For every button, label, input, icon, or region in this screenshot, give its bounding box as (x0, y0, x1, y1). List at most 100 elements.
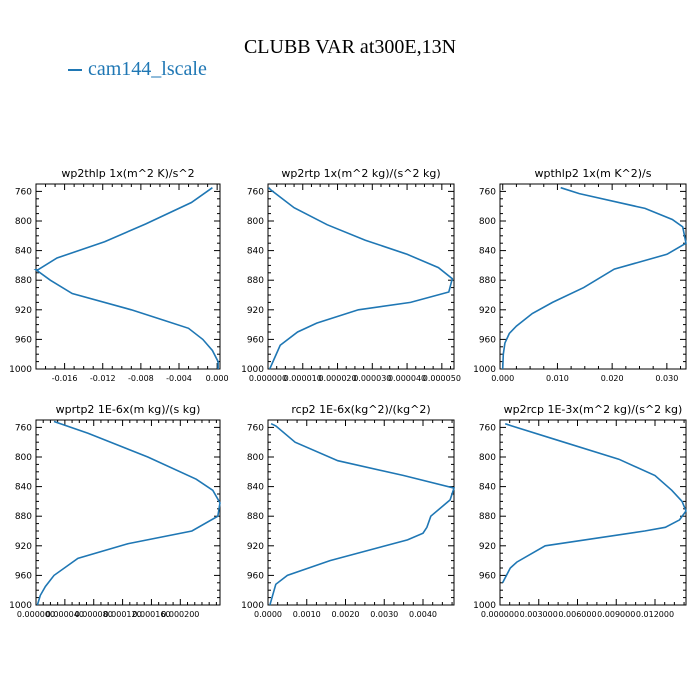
y-tick-label: 840 (15, 483, 32, 493)
plot-frame (35, 183, 221, 370)
x-tick-label: 0.003000 (520, 610, 558, 619)
y-tick-label: 800 (479, 217, 496, 227)
panel-title: wp2rtp 1x(m^2 kg)/(s^2 kg) (281, 167, 440, 180)
y-tick-label: 840 (479, 483, 496, 493)
y-tick-label: 800 (247, 217, 264, 227)
y-tick-label: 920 (15, 542, 32, 552)
panel-2: wp2rtp 1x(m^2 kg)/(s^2 kg) 760 800 840 880 92… (241, 167, 461, 383)
x-tick-label: 0.000200 (161, 610, 199, 619)
y-tick-label: 800 (15, 217, 32, 227)
y-tick-label: 1000 (473, 601, 496, 611)
y-tick-label: 1000 (241, 365, 264, 375)
series-line (501, 422, 687, 584)
x-tick-label: 0.0010 (293, 610, 321, 619)
y-tick-label: 760 (247, 187, 264, 197)
y-tick-label: 920 (247, 542, 264, 552)
y-tick-label: 920 (15, 306, 32, 316)
series-line (269, 422, 456, 606)
y-tick-label: 800 (479, 453, 496, 463)
x-tick-label: 0.006000 (558, 610, 596, 619)
panel-title: rcp2 1E-6x(kg^2)/(kg^2) (291, 403, 430, 416)
x-tick-label: 0.012000 (636, 610, 674, 619)
y-tick-label: 760 (479, 187, 496, 197)
panel-6: wp2rcp 1E-3x(m^2 kg)/(s^2 kg) 760 800 840 88… (473, 403, 687, 619)
legend: cam144_lscale (68, 58, 207, 81)
figure-title: CLUBB VAR at300E,13N (243, 36, 457, 58)
x-tick-label: 0.000040 (388, 374, 426, 383)
y-tick-label: 800 (15, 453, 32, 463)
x-tick-label: 0.000160 (132, 610, 170, 619)
panel-title: wp2thlp 1x(m^2 K)/s^2 (61, 167, 194, 180)
x-tick-label: 0.000020 (318, 374, 356, 383)
plot-frame (267, 419, 455, 606)
series-line (33, 187, 219, 369)
x-tick-label: -0.008 (128, 374, 154, 383)
y-tick-label: 920 (479, 306, 496, 316)
y-tick-label: 880 (15, 276, 32, 286)
y-tick-label: 760 (15, 187, 32, 197)
y-tick-label: 880 (247, 512, 264, 522)
y-tick-label: 920 (247, 306, 264, 316)
x-tick-label: 0.000030 (353, 374, 391, 383)
legend-line-icon (68, 69, 82, 72)
y-tick-label: 960 (15, 571, 32, 581)
x-tick-label: 0.000000 (481, 610, 519, 619)
x-tick-label: 0.000050 (423, 374, 461, 383)
y-tick-label: 880 (15, 512, 32, 522)
x-tick-label: 0.0000 (254, 610, 282, 619)
x-tick-label: -0.016 (52, 374, 78, 383)
x-tick-label: 0.000010 (284, 374, 322, 383)
y-tick-label: 1000 (9, 601, 32, 611)
y-tick-label: 840 (247, 247, 264, 257)
series-line (268, 187, 454, 370)
plot-frame (499, 183, 687, 370)
x-tick-label: 0.030 (655, 374, 678, 383)
plot-frame (35, 419, 221, 606)
x-tick-label: 0.020 (601, 374, 624, 383)
panel-4: wprtp2 1E-6x(m kg)/(s kg) 760 800 840 880 920… (9, 403, 221, 619)
y-tick-label: 960 (247, 571, 264, 581)
panel-title: wp2rcp 1E-3x(m^2 kg)/(s^2 kg) (504, 403, 683, 416)
y-tick-label: 1000 (473, 365, 496, 375)
x-tick-label: 0.000 (491, 374, 514, 383)
y-tick-label: 920 (479, 542, 496, 552)
legend-label: cam144_lscale (88, 58, 207, 80)
y-tick-label: 840 (15, 247, 32, 257)
y-tick-label: 760 (247, 423, 264, 433)
panel-5: rcp2 1E-6x(kg^2)/(kg^2) 760 800 840 880 920 96… (241, 403, 456, 619)
y-tick-label: 840 (247, 483, 264, 493)
panel-title: wprtp2 1E-6x(m kg)/(s kg) (56, 403, 201, 416)
x-tick-label: 0.000000 (249, 374, 287, 383)
x-tick-label: 0.000040 (46, 610, 84, 619)
y-tick-label: 880 (247, 276, 264, 286)
y-tick-label: 800 (247, 453, 264, 463)
y-tick-label: 760 (479, 423, 496, 433)
y-tick-label: 880 (479, 276, 496, 286)
y-tick-label: 760 (15, 423, 32, 433)
plot-frame (499, 419, 687, 606)
y-tick-label: 1000 (241, 601, 264, 611)
y-tick-label: 960 (247, 335, 264, 345)
panel-3: wpthlp2 1x(m K^2)/s 760 800 840 880 920 960 100… (473, 167, 687, 383)
y-tick-label: 880 (479, 512, 496, 522)
x-tick-label: -0.004 (166, 374, 192, 383)
series-line (36, 420, 221, 606)
x-tick-label: 0.0040 (409, 610, 437, 619)
x-tick-label: 0.009000 (597, 610, 635, 619)
y-tick-label: 840 (479, 247, 496, 257)
x-tick-label: 0.000120 (104, 610, 142, 619)
series-line (501, 186, 687, 370)
x-tick-label: 0.000000 (17, 610, 55, 619)
y-tick-label: 960 (15, 335, 32, 345)
x-tick-label: 0.000080 (75, 610, 113, 619)
x-tick-label: 0.000 (206, 374, 229, 383)
plot-frame (267, 183, 455, 370)
panel-title: wpthlp2 1x(m K^2)/s (535, 167, 652, 180)
x-tick-label: 0.010 (546, 374, 569, 383)
y-tick-label: 960 (479, 571, 496, 581)
x-tick-label: 0.0030 (370, 610, 398, 619)
panel-1: wp2thlp 1x(m^2 K)/s^2 760 800 840 880 920 960 1… (9, 167, 228, 383)
y-tick-label: 1000 (9, 365, 32, 375)
y-tick-label: 960 (479, 335, 496, 345)
